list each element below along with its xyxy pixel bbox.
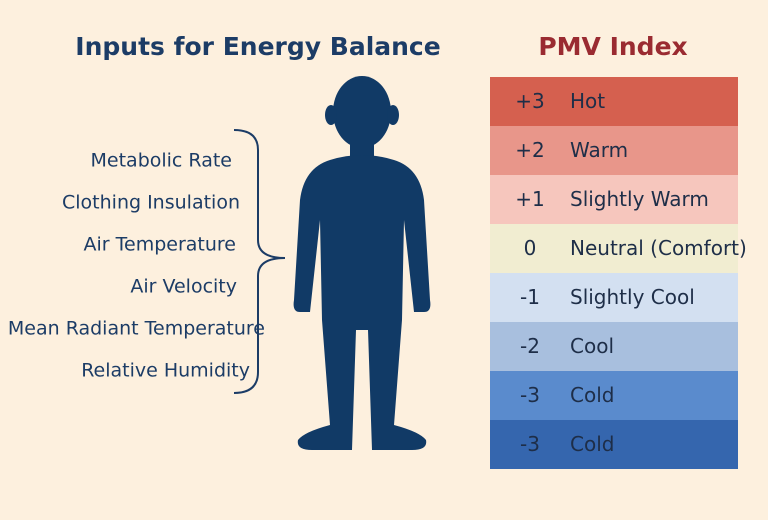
pmv-label: Slightly Warm	[570, 187, 709, 211]
pmv-row	[490, 175, 738, 224]
person-silhouette	[293, 76, 431, 450]
pmv-label: Cool	[570, 334, 614, 358]
brace	[233, 129, 286, 394]
pmv-value: +3	[515, 89, 544, 113]
pmv-row	[490, 371, 738, 420]
inputs-list: Metabolic Rate Clothing Insulation Air Tem…	[8, 150, 265, 382]
input-item: Air Velocity	[130, 276, 237, 298]
pmv-label: Cold	[570, 432, 614, 456]
pmv-title: PMV Index	[538, 32, 687, 61]
inputs-title: Inputs for Energy Balance	[75, 32, 440, 61]
pmv-row	[490, 224, 738, 273]
pmv-value: -3	[520, 383, 540, 407]
pmv-value: -2	[520, 334, 540, 358]
pmv-value: +2	[515, 138, 544, 162]
pmv-label: Neutral (Comfort)	[570, 236, 747, 260]
pmv-value: -3	[520, 432, 540, 456]
input-item: Mean Radiant Temperature	[8, 318, 265, 340]
input-item: Clothing Insulation	[62, 192, 240, 214]
input-item: Air Temperature	[84, 234, 236, 256]
pmv-row	[490, 126, 738, 175]
pmv-row	[490, 322, 738, 371]
pmv-row	[490, 77, 738, 126]
pmv-row	[490, 420, 738, 469]
pmv-value: -1	[520, 285, 540, 309]
pmv-label: Warm	[570, 138, 628, 162]
input-item: Metabolic Rate	[91, 150, 232, 172]
pmv-value: +1	[515, 187, 544, 211]
input-item: Relative Humidity	[81, 360, 250, 382]
pmv-row	[490, 273, 738, 322]
pmv-label: Cold	[570, 383, 614, 407]
pmv-label: Hot	[570, 89, 605, 113]
pmv-table: +3 Hot +2 Warm +1 Slightly Warm 0 Neutral (Comf…	[490, 77, 747, 469]
pmv-value: 0	[524, 236, 537, 260]
pmv-label: Slightly Cool	[570, 285, 695, 309]
